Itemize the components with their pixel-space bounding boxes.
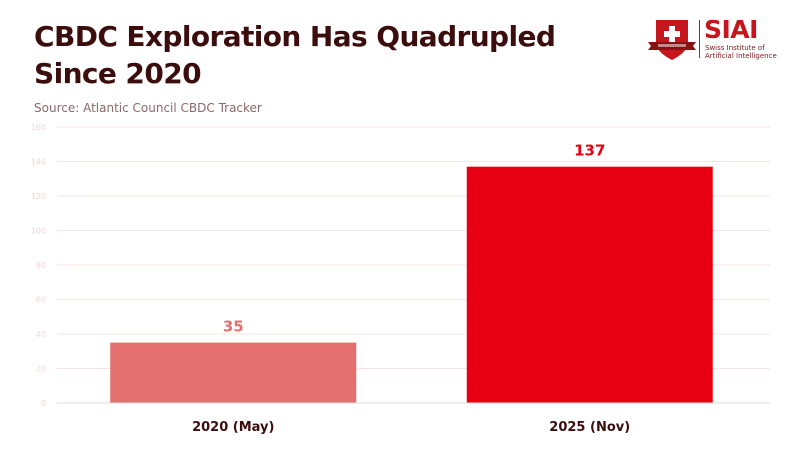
bar-value-label: 35: [223, 318, 244, 336]
y-tick-label: 40: [36, 330, 46, 339]
shield-icon: [648, 20, 696, 60]
logo-wordmark: SIAI: [704, 15, 758, 44]
logo-divider: [699, 20, 700, 58]
chart-title: CBDC Exploration Has Quadrupled Since 20…: [34, 20, 556, 90]
logo-subtitle: Swiss Institute of Artificial Intelligen…: [705, 44, 777, 60]
logo-subtitle-line1: Swiss Institute of: [705, 44, 765, 52]
siai-logo: SIAI Swiss Institute of Artificial Intel…: [646, 15, 777, 62]
bar: [110, 342, 357, 403]
logo-subtitle-line2: Artificial Intelligence: [705, 52, 777, 60]
y-tick-label: 20: [36, 365, 46, 374]
y-tick-label: 120: [31, 192, 46, 201]
y-tick-label: 60: [36, 296, 46, 305]
y-tick-label: 0: [41, 399, 46, 408]
value-labels: 35 137: [223, 142, 606, 336]
y-tick-label: 160: [31, 123, 46, 132]
y-tick-label: 80: [36, 261, 46, 270]
bar-value-label: 137: [574, 142, 605, 160]
bars: [110, 166, 713, 403]
y-axis-ticks: 0 20 40 60 80 100 120 140 160: [31, 123, 46, 408]
chart-source: Source: Atlantic Council CBDC Tracker: [34, 101, 262, 115]
x-category-label: 2025 (Nov): [549, 420, 630, 435]
y-tick-label: 140: [31, 158, 46, 167]
x-category-label: 2020 (May): [192, 420, 274, 435]
y-tick-label: 100: [31, 227, 46, 236]
bar: [466, 166, 713, 403]
x-axis-labels: 2020 (May) 2025 (Nov): [192, 420, 630, 435]
